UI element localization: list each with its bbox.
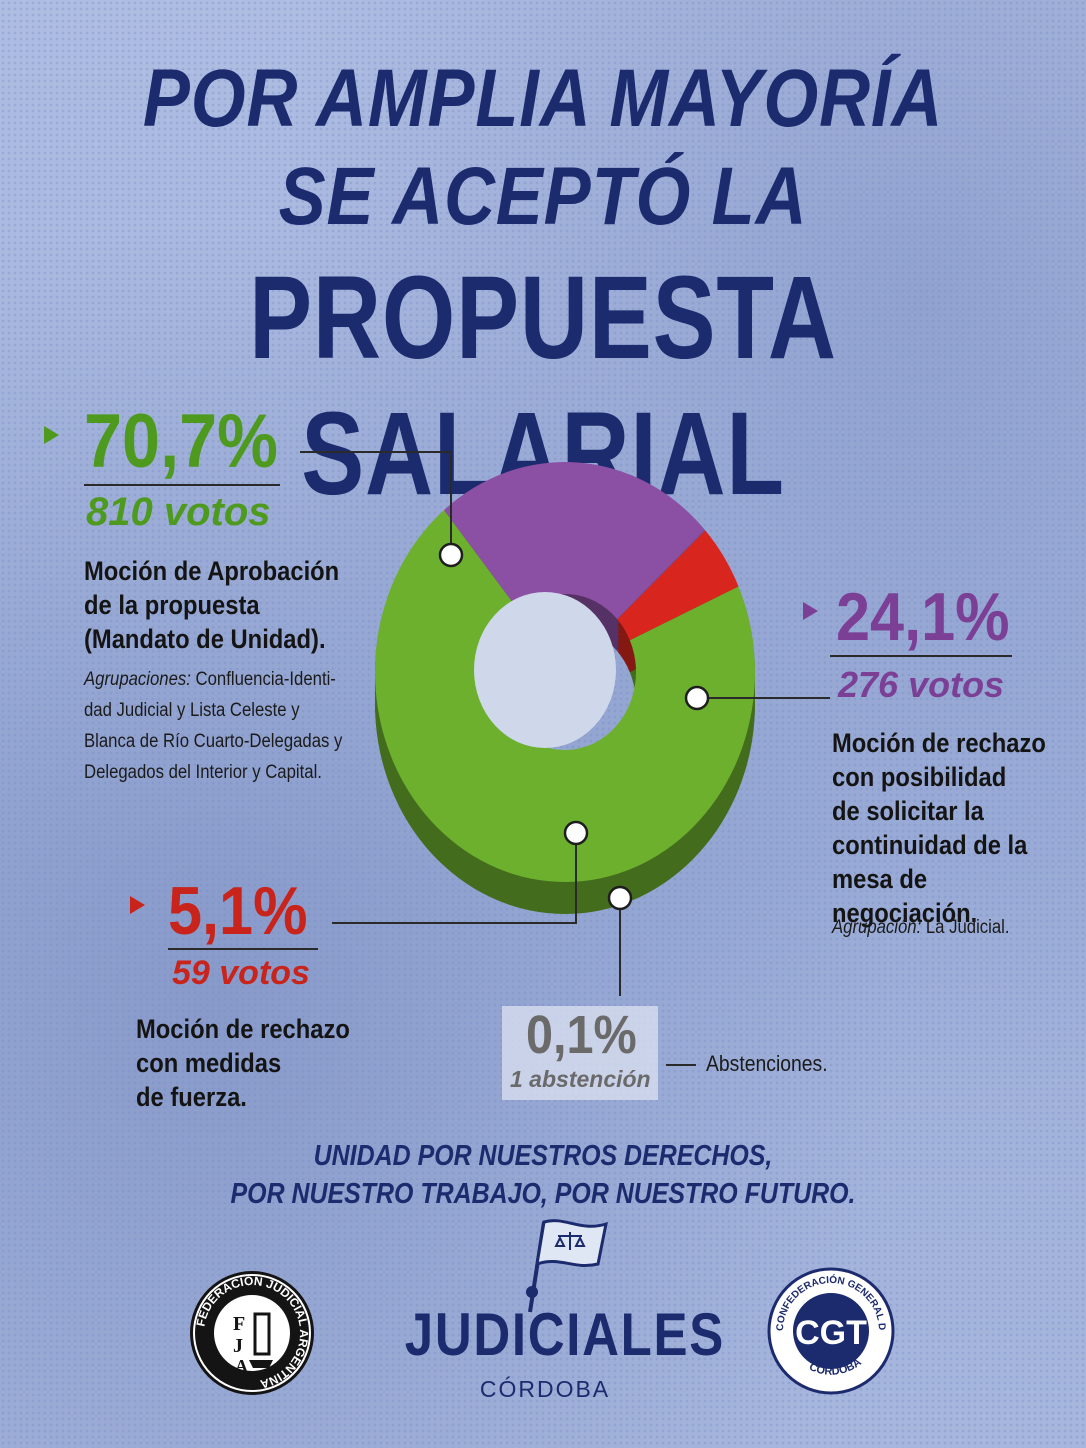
donut-slice-2 [617, 529, 706, 620]
headline-line-2: SE ACEPTÓ LA [278, 151, 808, 242]
marker-reject-force [563, 820, 589, 846]
fja-letter-a: A [235, 1356, 248, 1376]
brand-name: JUDICIALES [404, 1301, 725, 1368]
note-approve-line-4: Delegados del Interior y Capital. [84, 762, 322, 783]
donut-hole [474, 592, 616, 748]
pct-reject-force: 5,1% [168, 873, 308, 949]
abstain-box [502, 1006, 658, 1100]
desc-reject-continue-line-3: de solicitar la [832, 796, 984, 826]
cgt-logo: CONFEDERACIÓN GENERAL DEL TRABAJO CÓRDOB… [766, 1266, 895, 1395]
desc-approve-line-3: (Mandato de Unidad). [84, 624, 326, 654]
marker-reject-continue [684, 685, 710, 711]
donut-slice-1 [444, 461, 705, 620]
desc-reject-continue: Moción de rechazo con posibilidad de sol… [832, 726, 1056, 930]
note-approve-line-2: dad Judicial y Lista Celeste y [84, 700, 300, 721]
marker-approve [438, 542, 464, 568]
arrow-approve [44, 426, 59, 444]
pct-abstain: 0,1% [526, 1005, 637, 1065]
note-approve-line-1: Confluencia-Identi- [190, 669, 336, 690]
desc-reject-force: Moción de rechazo con medidas de fuerza. [136, 1012, 350, 1114]
leader-line-reject-force [332, 833, 577, 924]
arrow-reject-force [130, 896, 145, 914]
desc-reject-continue-line-1: Moción de rechazo [832, 728, 1046, 758]
brand-subtitle: CÓRDOBA [479, 1376, 611, 1402]
votes-approve: 810 votos [86, 490, 271, 534]
donut-slice-0 [374, 510, 755, 883]
scales-icon [253, 1312, 271, 1356]
rule-reject-force [168, 948, 318, 950]
fja-logo: FEDERACIÓN JUDICIAL ARGENTINA F J A [190, 1271, 314, 1395]
slogan-line-2: POR NUESTRO TRABAJO, POR NUESTRO FUTURO. [230, 1178, 856, 1210]
desc-approve-line-2: de la propuesta [84, 590, 260, 620]
desc-abstain: Abstenciones. [706, 1051, 828, 1076]
desc-reject-force-line-3: de fuerza. [136, 1082, 247, 1112]
cgt-letters: CGT [795, 1314, 867, 1352]
arrow-reject-continue [803, 602, 818, 620]
desc-reject-force-line-1: Moción de rechazo [136, 1014, 350, 1044]
desc-approve-line-1: Moción de Aprobación [84, 556, 340, 586]
fja-letter-f: F [233, 1313, 245, 1335]
desc-reject-continue-line-5: mesa de negociación. [832, 864, 978, 928]
note-reject-continue: Agrupación: La Judicial. [832, 912, 1010, 943]
rule-reject-continue [830, 655, 1012, 657]
fja-letter-j: J [233, 1335, 243, 1357]
leader-line-approve [300, 451, 452, 555]
note-approve: Agrupaciones: Confluencia-Identi- dad Ju… [84, 664, 342, 788]
desc-reject-continue-line-2: con posibilidad [832, 762, 1007, 792]
flag-with-scales-icon [526, 1219, 608, 1313]
note-reject-continue-label: Agrupación: [832, 917, 922, 938]
rule-approve [84, 484, 280, 486]
note-approve-line-3: Blanca de Río Cuarto-Delegadas y [84, 731, 343, 752]
desc-reject-force-line-2: con medidas [136, 1048, 282, 1078]
marker-abstain [607, 885, 633, 911]
votes-reject-force: 59 votos [172, 954, 310, 992]
slogan-line-1: UNIDAD POR NUESTROS DERECHOS, [313, 1140, 773, 1172]
votes-abstain: 1 abstención [510, 1066, 651, 1092]
pct-reject-continue: 24,1% [836, 579, 1010, 655]
desc-reject-continue-line-4: continuidad de la [832, 830, 1028, 860]
note-approve-label: Agrupaciones: [84, 669, 191, 690]
votes-reject-continue: 276 votos [838, 664, 1005, 705]
desc-approve: Moción de Aprobación de la propuesta (Ma… [84, 554, 339, 656]
note-reject-continue-text: La Judicial. [921, 917, 1010, 938]
headline-line-1: POR AMPLIA MAYORÍA [142, 53, 944, 144]
donut-slice-3 [617, 530, 739, 641]
pct-approve: 70,7% [84, 399, 278, 484]
